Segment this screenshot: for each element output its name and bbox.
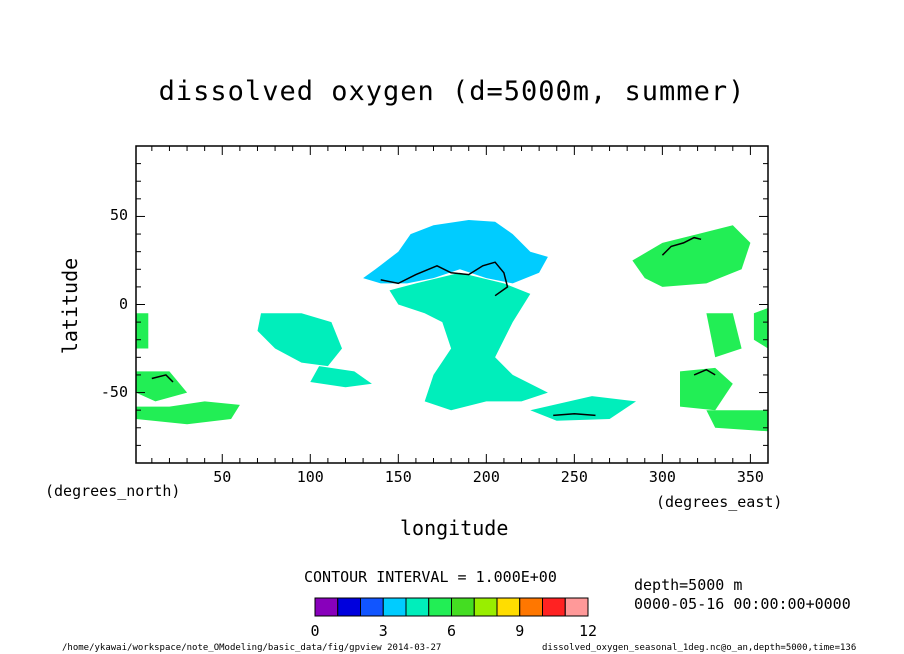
footer-path: /home/ykawai/workspace/note_OModeling/ba… xyxy=(62,643,442,653)
region-antarctic-indian xyxy=(136,401,240,425)
region-south-pacific xyxy=(389,272,548,411)
depth-info: depth=5000 m xyxy=(634,576,743,594)
colorbar-cell xyxy=(496,597,521,617)
x-tick-label: 50 xyxy=(213,468,232,486)
region-north-atlantic xyxy=(632,225,751,287)
colorbar-cell xyxy=(473,597,498,617)
region-crozet xyxy=(136,371,188,402)
region-west-africa-basin xyxy=(706,313,742,358)
contour-line xyxy=(553,412,596,417)
region-weddell xyxy=(706,410,768,432)
colorbar-cell xyxy=(542,597,566,617)
x-tick-label: 100 xyxy=(296,468,324,486)
colorbar-cell xyxy=(428,597,452,617)
colorbar-cell xyxy=(451,597,475,617)
contour-line xyxy=(151,374,174,383)
region-indian-ocean xyxy=(257,313,342,367)
region-north-pacific xyxy=(363,220,548,284)
x-axis-label: longitude xyxy=(400,516,509,540)
contour-line xyxy=(380,261,509,297)
colorbar-tick-label: 0 xyxy=(310,622,320,640)
region-south-indian xyxy=(310,366,372,388)
contour-lines xyxy=(151,236,716,417)
y-tick-label: 0 xyxy=(118,294,128,313)
colorbar-tick-label: 12 xyxy=(578,622,598,640)
contour-line xyxy=(693,368,716,376)
contour-line xyxy=(661,236,702,256)
region-angola-basin xyxy=(753,308,768,349)
x-tick-label: 150 xyxy=(384,468,412,486)
colorbar-cell xyxy=(337,597,361,617)
footer-source: dissolved_oxygen_seasonal_1deg.nc@o_an,d… xyxy=(542,643,857,653)
time-info: 0000-05-16 00:00:00+0000 xyxy=(634,595,851,613)
colorbar-cell xyxy=(564,597,589,617)
x-tick-label: 250 xyxy=(560,468,588,486)
x-tick-label: 300 xyxy=(648,468,676,486)
region-argentine-basin xyxy=(680,367,733,411)
y-tick-label: -50 xyxy=(100,382,128,401)
colorbar-cell xyxy=(314,597,339,617)
y-unit-label: (degrees_north) xyxy=(45,482,181,500)
colorbar-cell xyxy=(405,597,430,617)
axis-ticks xyxy=(136,146,769,463)
x-tick-label: 200 xyxy=(472,468,500,486)
data-regions xyxy=(136,220,768,432)
colorbar-tick-label: 6 xyxy=(446,622,457,640)
colorbar-cell xyxy=(382,597,407,617)
contour-interval: CONTOUR INTERVAL = 1.000E+00 xyxy=(304,568,557,586)
colorbar-tick-label: 9 xyxy=(515,622,525,640)
chart-title: dissolved oxygen (d=5000m, summer) xyxy=(158,76,746,107)
colorbar-cell xyxy=(360,597,384,617)
y-tick-label: 50 xyxy=(109,206,128,225)
x-unit-label: (degrees_east) xyxy=(656,493,783,511)
x-tick-label: 350 xyxy=(736,468,764,486)
colorbar-cell xyxy=(519,597,543,617)
colorbar-tick-label: 3 xyxy=(378,622,388,640)
